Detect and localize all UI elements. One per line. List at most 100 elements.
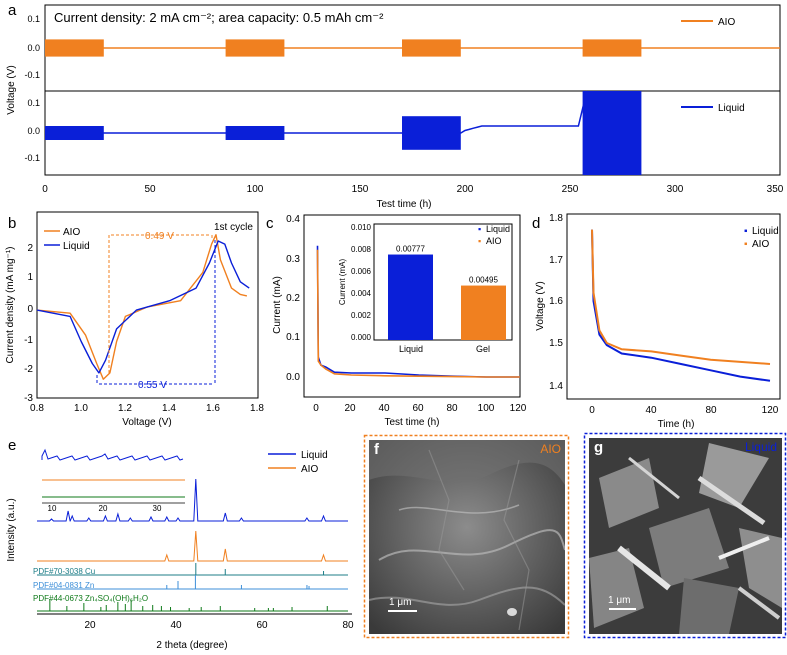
y-tick: 0.1 (27, 98, 40, 108)
legend-label-liquid: Liquid (63, 241, 90, 252)
x-tick: 1.6 (206, 403, 220, 414)
y-tick-labels: 2 1 0 -1 -2 -3 (24, 243, 33, 404)
legend-label-aio: AIO (718, 17, 735, 28)
cycling-block-liquid (45, 126, 104, 140)
panel-label: g (594, 439, 604, 456)
y-tick: 1.8 (549, 213, 563, 224)
x-tick: 80 (705, 405, 717, 416)
sample-tag: Liquid (744, 440, 777, 454)
x-tick: 80 (446, 403, 458, 414)
y-tick: 0.002 (351, 311, 372, 320)
annot-055: 0.55 V (138, 380, 167, 391)
y-axis-label: Voltage (V) (535, 281, 546, 330)
voltage-curve-aio (591, 229, 771, 365)
cycling-block-aio (582, 39, 642, 57)
legend: ▪ Liquid ▪ AIO (744, 226, 779, 250)
inset-x-tick: 20 (99, 504, 108, 513)
inset-x-tick: Liquid (399, 344, 423, 354)
series-line-liquid (45, 90, 588, 134)
legend-label-liquid: Liquid (718, 103, 745, 114)
x-tick: 60 (412, 403, 424, 414)
y-axis-label: Voltage (V) (6, 65, 17, 114)
legend-marker-liquid: ▪ (744, 226, 748, 237)
x-tick: 100 (478, 403, 495, 414)
x-tick: 350 (767, 184, 784, 195)
y-tick: 1.6 (549, 296, 563, 307)
x-tick: 0 (589, 405, 595, 416)
cycling-block-liquid (582, 91, 642, 175)
y-tick-labels-bottom: 0.1 0.0 -0.1 (24, 98, 40, 163)
x-tick-labels: 20 40 60 80 (84, 620, 354, 631)
panel-e: e Liquid AIO 10 20 30 PDF#70-3038 Cu PDF… (6, 437, 354, 651)
sem-texture-smooth (369, 440, 565, 634)
x-axis-label: 2 theta (degree) (156, 640, 227, 651)
inset-x-tick: 10 (48, 504, 57, 513)
y-tick: 0.1 (286, 332, 300, 343)
legend-label-liquid: Liquid (301, 450, 328, 461)
panel-label: f (374, 441, 379, 458)
panel-g (583, 432, 787, 639)
annot-cycle: 1st cycle (214, 222, 253, 233)
x-axis-label: Time (h) (658, 419, 695, 430)
x-tick: 250 (562, 184, 579, 195)
panel-label: c (266, 215, 274, 232)
legend-label-aio: AIO (63, 227, 80, 238)
plot-frame (566, 213, 781, 400)
x-axis-label: Voltage (V) (122, 417, 171, 428)
x-tick: 40 (170, 620, 182, 631)
chart-title: Current density: 2 mA cm⁻²; area capacit… (54, 10, 384, 25)
sem-image-aio: f AIO 1 μm (369, 440, 565, 634)
inset-bar-liquid (388, 254, 433, 340)
current-curves (316, 245, 520, 378)
xrd-inset-liquid (41, 448, 184, 461)
annot-049: 0.49 V (145, 231, 174, 242)
x-tick: 40 (378, 403, 390, 414)
series-liquid-cycling (45, 90, 642, 175)
y-tick: 2 (27, 243, 33, 254)
y-axis-label: Current density (mA mg⁻¹) (5, 247, 16, 364)
sem-texture-flakes (589, 438, 782, 634)
y-tick: 0.1 (27, 14, 40, 24)
x-tick-labels: 0 20 40 60 80 100 120 (313, 403, 527, 414)
legend-label-liquid: Liquid (486, 224, 510, 234)
panel-b: b 0.49 V 0.55 V 1st cycle AIO Liquid 0.8… (5, 211, 264, 428)
inset-y-ticks: 0.010 0.008 0.006 0.004 0.002 0.000 (351, 223, 372, 342)
x-tick: 0 (42, 184, 48, 195)
legend: Liquid AIO (268, 450, 328, 475)
y-tick: 0.0 (286, 372, 300, 383)
legend-liquid: Liquid (681, 103, 745, 114)
x-tick: 0.8 (30, 403, 44, 414)
x-tick: 20 (344, 403, 356, 414)
xrd-pattern-liquid (37, 478, 348, 522)
inset-x-tick: Gel (476, 344, 490, 354)
x-tick: 120 (510, 403, 527, 414)
cv-curves (36, 234, 250, 380)
y-tick: 0.2 (286, 293, 300, 304)
y-tick: 1 (27, 272, 33, 283)
y-tick: -1 (24, 335, 33, 346)
y-tick: 0.4 (286, 214, 300, 225)
x-tick: 0 (313, 403, 319, 414)
y-tick-labels-top: 0.1 0.0 -0.1 (24, 14, 40, 80)
current-curve-aio (316, 249, 520, 378)
y-tick: 0.004 (351, 289, 372, 298)
x-tick: 80 (342, 620, 354, 631)
sample-tag: AIO (540, 442, 561, 456)
x-tick: 60 (256, 620, 268, 631)
x-axis-label: Test time (h) (376, 199, 431, 210)
inset-x-tick-labels: 10 20 30 (48, 504, 162, 513)
x-tick: 50 (144, 184, 156, 195)
scale-bar-label: 1 μm (608, 595, 631, 606)
panel-d: d ▪ Liquid ▪ AIO 0 40 80 120 1.8 1.7 1.6… (532, 213, 781, 430)
y-tick: 1.7 (549, 255, 563, 266)
legend-label-liquid: Liquid (752, 226, 779, 237)
legend-marker-liquid: ▪ (478, 224, 481, 234)
xrd-patterns (37, 448, 348, 612)
panel-c: c 0 20 40 60 80 100 120 0.4 0.3 0.2 0.1 … (266, 214, 527, 428)
y-tick: 0.000 (351, 333, 372, 342)
y-tick: 0.0 (27, 43, 40, 53)
cv-curve-liquid (36, 240, 250, 374)
y-tick: 1.4 (549, 381, 563, 392)
y-tick: 0.0 (27, 126, 40, 136)
